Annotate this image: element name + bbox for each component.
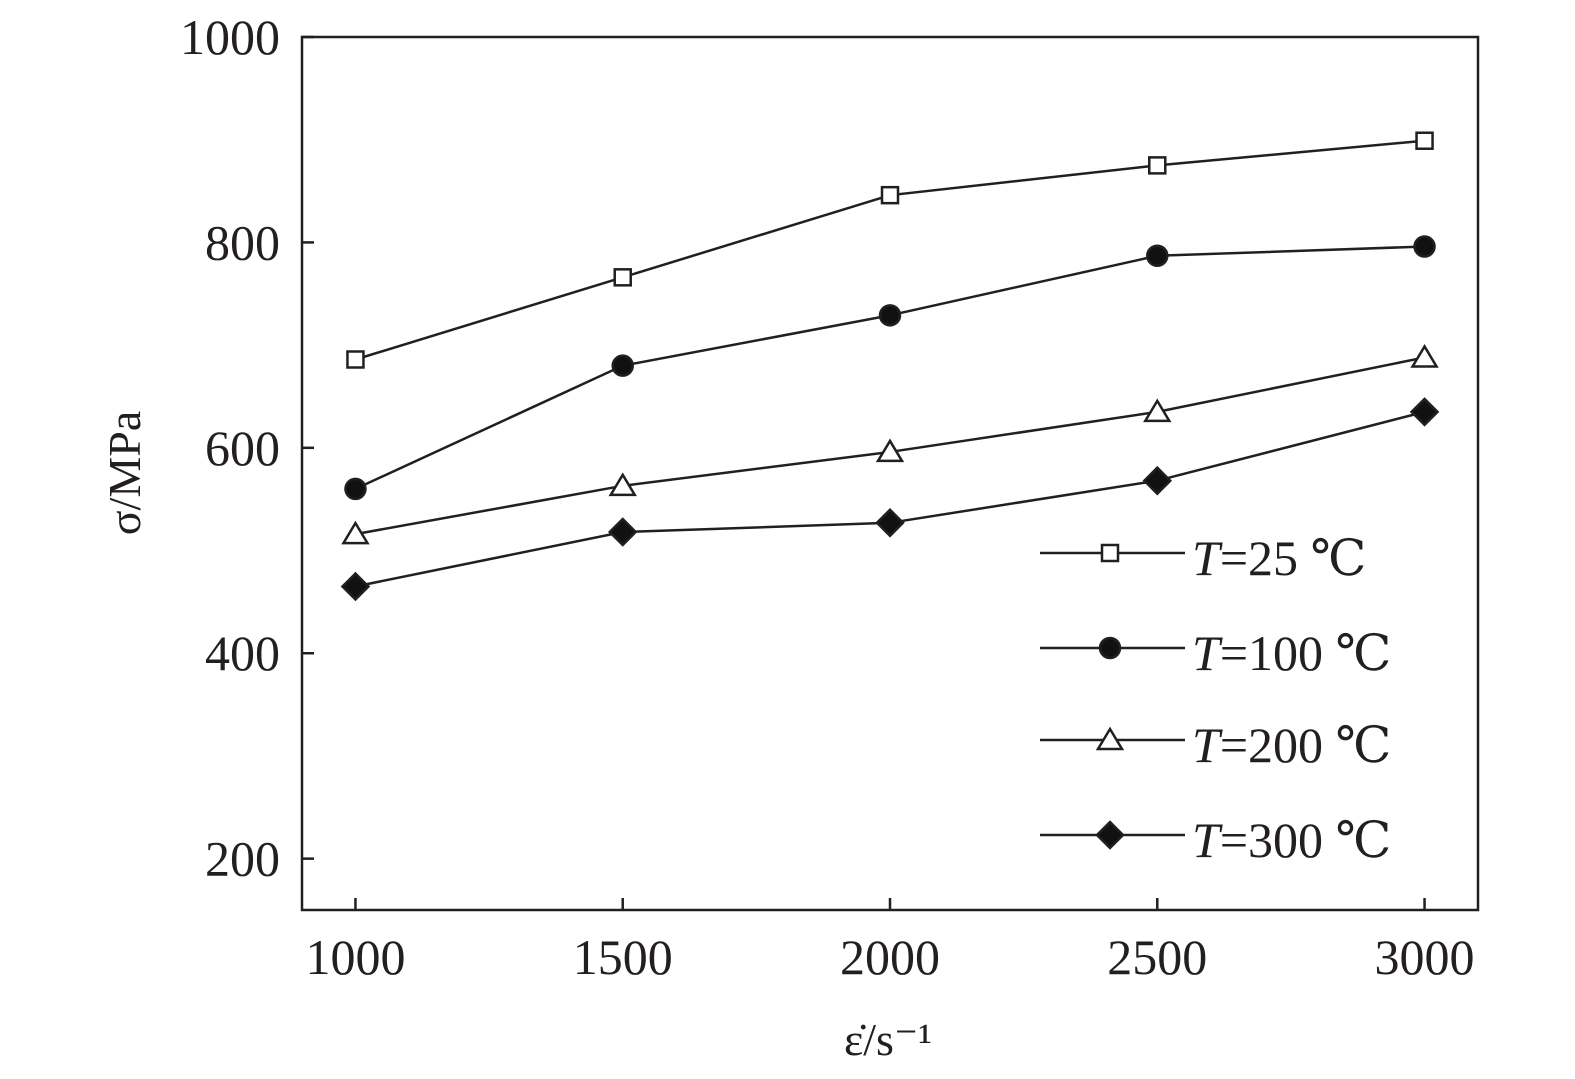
square-marker: [613, 268, 632, 287]
legend-label-value: =300 ℃: [1220, 812, 1392, 868]
x-tick-label: 3000: [1375, 929, 1475, 985]
circle-marker: [1146, 244, 1169, 268]
circle-marker: [1098, 636, 1122, 660]
y-tick-label: 200: [205, 831, 280, 887]
legend-label-value: =100 ℃: [1220, 625, 1392, 681]
series-circle-filled: [344, 235, 1436, 501]
legend-item: T=200 ℃: [1040, 717, 1391, 773]
legend-label-var: T: [1192, 717, 1223, 773]
diamond-marker: [875, 508, 905, 538]
triangle-marker: [1410, 344, 1439, 368]
circle-marker: [878, 304, 902, 327]
series-square-open: [346, 131, 1434, 369]
legend-item: T=25 ℃: [1040, 530, 1366, 586]
series-diamond-filled: [340, 397, 1440, 602]
plot-frame: [300, 35, 1480, 912]
circle-marker: [344, 477, 367, 501]
circle-marker: [1413, 235, 1436, 258]
triangle-marker: [875, 438, 905, 463]
series-triangle-open: [341, 344, 1439, 545]
legend-label-var: T: [1192, 625, 1223, 681]
diamond-marker: [340, 571, 371, 602]
diamond-marker: [607, 517, 638, 547]
square-marker: [1148, 156, 1167, 175]
legend-label-value: =25 ℃: [1220, 530, 1367, 586]
y-tick-label: 800: [205, 214, 280, 270]
triangle-marker: [1095, 726, 1125, 751]
legend-item: T=300 ℃: [1040, 812, 1391, 868]
triangle-marker: [608, 472, 637, 497]
x-tick-label: 1000: [305, 929, 405, 985]
x-axis-title: ε̇/s⁻¹: [844, 1014, 932, 1065]
square-marker: [346, 350, 365, 369]
legend-label-var: T: [1192, 812, 1223, 868]
legend-item: T=100 ℃: [1040, 625, 1391, 681]
diamond-marker: [1409, 397, 1440, 427]
square-marker: [1100, 543, 1120, 563]
y-tick-label: 1000: [180, 9, 280, 65]
triangle-marker: [341, 520, 370, 545]
y-tick-label: 600: [205, 420, 280, 476]
x-tick-label: 1500: [573, 929, 673, 985]
y-tick-label: 400: [205, 625, 280, 681]
square-marker: [880, 185, 900, 205]
legend-label-value: =200 ℃: [1220, 717, 1392, 773]
legend-label: T=200 ℃: [1192, 717, 1391, 773]
circle-marker: [611, 354, 634, 377]
x-tick-label: 2500: [1107, 929, 1207, 985]
triangle-marker: [1143, 398, 1172, 423]
diamond-marker: [1095, 820, 1125, 850]
legend-label: T=100 ℃: [1192, 625, 1391, 681]
diamond-marker: [1142, 465, 1173, 496]
x-tick-label: 2000: [840, 929, 940, 985]
legend-label-var: T: [1192, 530, 1223, 586]
series-line: [355, 139, 1425, 361]
y-axis-title: σ/MPa: [99, 411, 150, 535]
square-marker: [1415, 131, 1434, 150]
legend-label: T=300 ℃: [1192, 812, 1391, 868]
legend-label: T=25 ℃: [1192, 530, 1366, 586]
